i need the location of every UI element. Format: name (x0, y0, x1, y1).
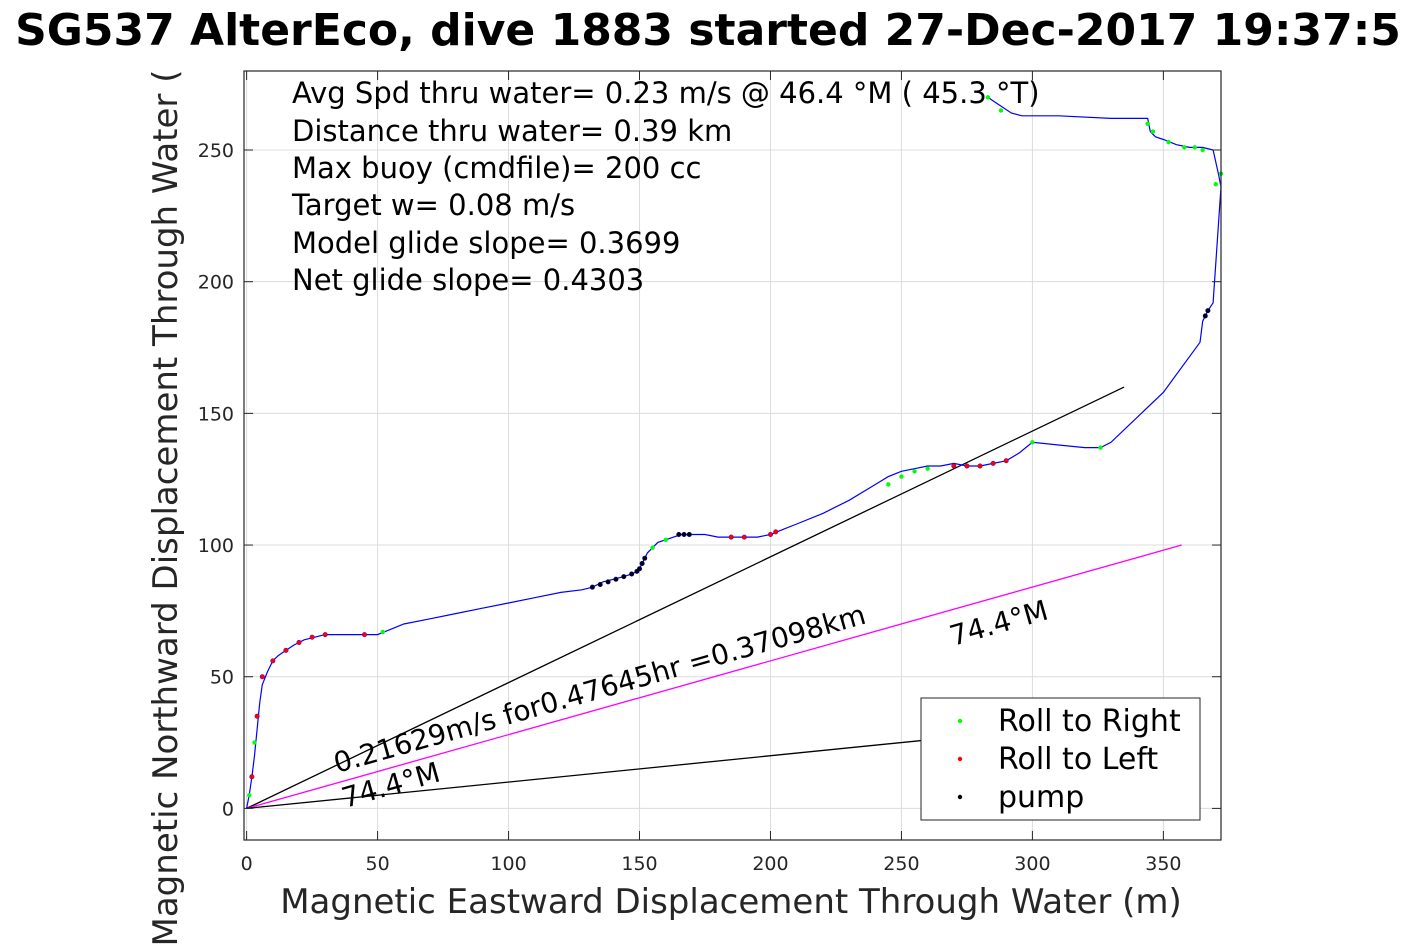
track-line (246, 96, 1222, 809)
marker-roll-to-left (309, 634, 315, 640)
markers (247, 95, 1224, 798)
marker-roll-to-left (767, 532, 773, 538)
legend-label-pump: pump (998, 780, 1084, 815)
x-tick-label: 50 (365, 853, 389, 875)
marker-roll-to-right (1213, 182, 1218, 187)
marker-roll-to-right (1166, 139, 1171, 145)
reference-line-1 (246, 544, 1182, 810)
x-tick-label: 250 (883, 853, 919, 875)
marker-roll-to-left (361, 632, 367, 638)
marker-pump (686, 532, 692, 538)
marker-roll-to-right (663, 537, 668, 542)
y-tick-label: 250 (198, 140, 234, 162)
legend-label-roll-right: Roll to Right (998, 704, 1181, 739)
marker-pump (613, 576, 619, 582)
marker-roll-to-right (925, 466, 930, 471)
marker-roll-to-right (1200, 147, 1205, 153)
marker-roll-to-left (322, 632, 328, 638)
marker-roll-to-left (1003, 458, 1009, 464)
annotation-target-w: Target w= 0.08 m/s (291, 188, 575, 222)
marker-roll-to-left (270, 658, 276, 664)
x-axis-label: Magnetic Eastward Displacement Through W… (280, 882, 1182, 922)
legend-marker-roll-right (957, 718, 963, 724)
marker-roll-to-left (249, 774, 255, 780)
annotation-net-glide-slope: Net glide slope= 0.4303 (292, 263, 644, 297)
marker-roll-to-right (912, 469, 917, 474)
marker-roll-to-left (259, 674, 265, 680)
y-tick-label: 100 (198, 535, 234, 557)
x-tick-labels: 0 50 100 150 200 250 300 350 (241, 853, 1182, 875)
annotation-block: Avg Spd thru water= 0.23 m/s @ 46.4 °M (… (291, 76, 1040, 297)
marker-roll-to-right (1182, 145, 1187, 150)
marker-roll-to-left (728, 534, 734, 540)
y-tick-label: 200 (198, 272, 234, 294)
dive-track-line (246, 96, 1222, 809)
marker-roll-to-right (985, 95, 991, 100)
marker-pump (681, 532, 687, 538)
legend-marker-roll-left (957, 756, 963, 762)
marker-roll-to-left (296, 639, 302, 645)
marker-roll-to-left (283, 647, 289, 653)
annotation-distance: Distance thru water= 0.39 km (292, 114, 732, 148)
x-tick-label: 350 (1145, 853, 1181, 875)
marker-roll-to-left (773, 529, 779, 535)
chart-title: SG537 AlterEco, dive 1883 started 27-Dec… (15, 5, 1401, 56)
marker-pump (676, 532, 682, 538)
y-tick-label: 150 (198, 403, 234, 425)
marker-roll-to-right (1150, 129, 1156, 134)
legend-box (920, 697, 1201, 821)
marker-roll-to-left (951, 463, 957, 469)
marker-roll-to-left (964, 463, 970, 469)
y-tick-labels: 0 50 100 150 200 250 (198, 140, 234, 820)
marker-pump (642, 555, 648, 561)
marker-roll-to-right (886, 482, 891, 487)
axes-frame (243, 70, 1222, 841)
marker-roll-to-right (252, 740, 257, 745)
marker-pump (629, 571, 635, 577)
x-tick-label: 100 (490, 853, 526, 875)
marker-pump (637, 566, 643, 572)
y-tick-label: 50 (210, 667, 234, 689)
marker-pump (1202, 313, 1208, 319)
annotation-avg-speed: Avg Spd thru water= 0.23 m/s @ 46.4 °M (… (292, 76, 1040, 110)
marker-roll-to-right (1098, 445, 1103, 450)
marker-roll-to-left (977, 463, 983, 469)
marker-roll-to-right (1192, 145, 1198, 150)
marker-roll-to-left (990, 460, 996, 466)
marker-pump (597, 582, 603, 588)
marker-pump (639, 560, 645, 566)
marker-roll-to-right (380, 629, 386, 635)
legend-label-roll-left: Roll to Left (998, 742, 1158, 777)
marker-pump (605, 579, 611, 585)
axes-box (243, 70, 1222, 841)
marker-roll-to-left (741, 534, 747, 540)
x-tick-label: 300 (1014, 853, 1050, 875)
marker-roll-to-right (899, 474, 904, 479)
x-tick-label: 0 (241, 853, 253, 875)
marker-roll-to-right (247, 793, 252, 798)
legend-marker-pump (957, 794, 963, 800)
marker-roll-to-left (254, 713, 260, 719)
marker-pump (621, 574, 627, 580)
x-tick-label: 200 (752, 853, 788, 875)
annotation-max-buoy: Max buoy (cmdfile)= 200 cc (292, 151, 701, 185)
legend: Roll to Right Roll to Left pump (920, 697, 1201, 821)
marker-pump (1205, 308, 1211, 314)
marker-roll-to-right (1145, 121, 1150, 126)
marker-roll-to-right (650, 545, 655, 550)
x-tick-label: 150 (621, 853, 657, 875)
y-axis-label: Magnetic Northward Displacement Through … (146, 70, 186, 945)
reference-line-0 (246, 386, 1125, 809)
annotation-model-glide-slope: Model glide slope= 0.3699 (292, 226, 680, 260)
y-tick-label: 0 (222, 798, 234, 820)
marker-roll-to-right (1030, 440, 1035, 445)
marker-roll-to-right (998, 108, 1004, 113)
marker-pump (589, 584, 595, 590)
